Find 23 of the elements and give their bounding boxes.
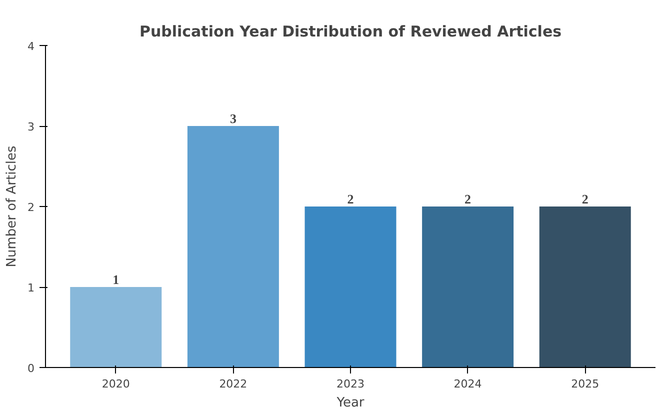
y-axis-title: Number of Articles (4, 146, 20, 268)
data-label: 2 (582, 192, 588, 206)
bar (70, 287, 162, 368)
y-tick-label: 0 (28, 362, 34, 375)
data-label: 2 (464, 192, 472, 206)
x-tick-label: 2024 (454, 378, 482, 390)
y-tick-label: 3 (28, 120, 34, 134)
x-tick-label: 2023 (336, 378, 365, 390)
y-tick-label: 1 (28, 282, 34, 294)
x-tick-label: 2020 (102, 378, 130, 390)
data-label: 3 (230, 111, 237, 126)
x-tick-label: 2022 (219, 378, 248, 390)
x-tick-label: 2025 (571, 378, 600, 390)
y-tick-label: 2 (28, 201, 34, 214)
y-tick-label: 4 (28, 40, 34, 53)
bar (422, 206, 514, 368)
x-axis-title: Year (336, 396, 365, 410)
bar (187, 126, 279, 368)
bar (539, 206, 631, 368)
chart-title: Publication Year Distribution of Reviewed Articles (139, 22, 562, 40)
data-label: 2 (347, 192, 354, 206)
bar (304, 206, 396, 368)
data-label: 1 (112, 272, 120, 287)
